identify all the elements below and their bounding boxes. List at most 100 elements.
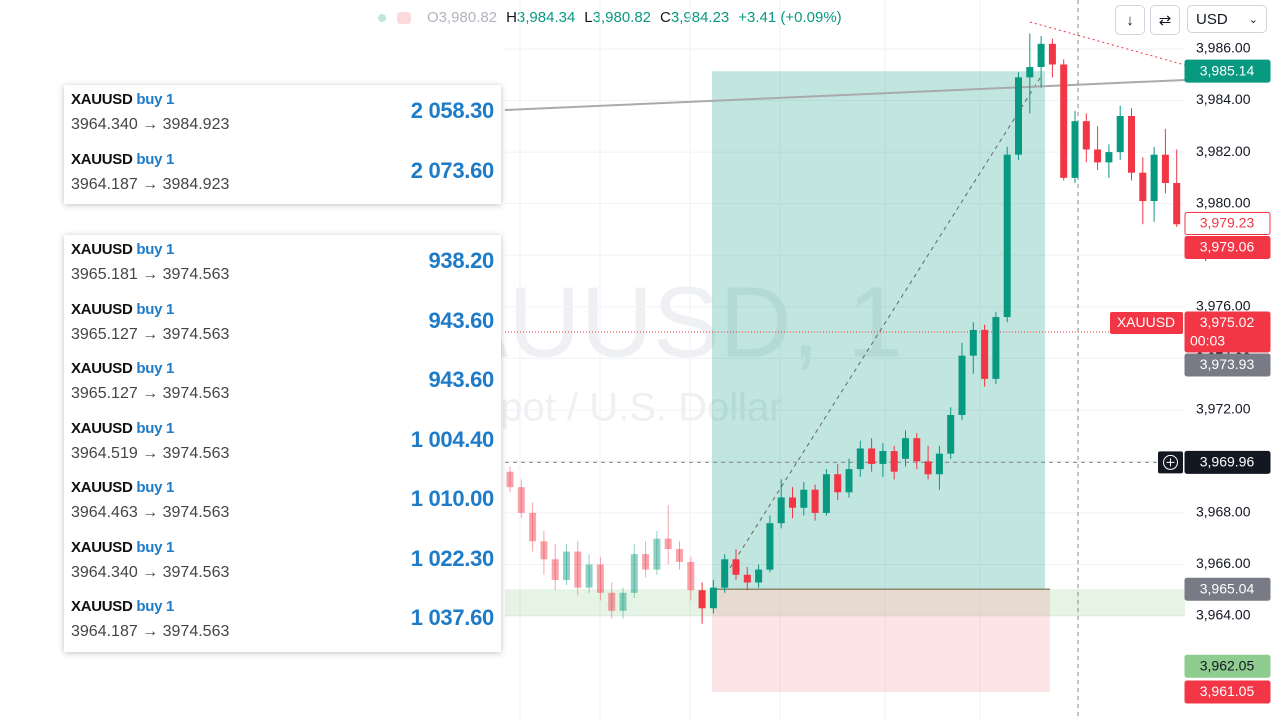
ohlc-value: 3,980.82: [593, 9, 651, 26]
candle-body: [1116, 116, 1124, 153]
trend-line: [504, 79, 1186, 111]
ohlc-value: 3,984.34: [517, 9, 575, 26]
candle-body: [1026, 67, 1034, 78]
price-tag-label: 3,969.96: [1200, 454, 1255, 470]
candle-body: [653, 538, 661, 570]
side: buy 1: [136, 150, 175, 168]
trade-route: 3965.127 → 3974.563: [71, 385, 230, 402]
candle-body: [529, 512, 537, 542]
candle-body: [1060, 64, 1068, 178]
side: buy 1: [136, 241, 175, 258]
price-tag: [1184, 654, 1271, 678]
candle-body: [743, 574, 751, 583]
price-tag: [1184, 311, 1271, 353]
ohlc-key: L: [584, 9, 592, 26]
download-button[interactable]: ↓: [1115, 5, 1145, 35]
candle-body: [1003, 154, 1011, 318]
price-tag-label: 3,985.14: [1200, 62, 1255, 78]
candle-body: [822, 474, 830, 513]
candle-body: [596, 564, 604, 593]
candle-body: [1094, 149, 1102, 163]
side: buy 1: [136, 419, 175, 437]
trade-route: 3964.187 → 3984.923: [71, 175, 230, 193]
candle-body: [1037, 43, 1045, 68]
price-tag-label: 3,973.93: [1200, 356, 1255, 372]
plus-icon: [1166, 458, 1175, 467]
green-band: [505, 589, 1185, 616]
trade-row: XAUUSD buy 1 3964.187 → 3984.923 2 073.6…: [64, 145, 501, 205]
trade-route: 3965.127 → 3974.563: [71, 325, 230, 343]
candle-body: [732, 559, 740, 575]
symbol: XAUUSD: [71, 598, 133, 615]
candle-body: [856, 448, 864, 470]
price-tag: [1184, 577, 1271, 601]
trade-row: XAUUSD buy 1 3965.181 → 3974.563 938.20: [64, 235, 501, 295]
currency-select[interactable]: USD ⌄: [1187, 5, 1267, 33]
price-tag: [1184, 235, 1271, 259]
currency: USD: [1196, 10, 1228, 28]
candle-body: [619, 592, 627, 611]
chevron: ⌄: [1248, 13, 1258, 26]
swap-button[interactable]: ⇄: [1150, 5, 1180, 35]
symbol: XAUUSD: [71, 91, 133, 108]
candle-body: [969, 329, 977, 356]
trade-card: XAUUSD buy 1 3965.181 → 3974.563 938.20 X…: [64, 235, 501, 652]
symbol: XAUUSD: [71, 479, 133, 496]
candle-body: [1105, 152, 1113, 163]
price-tag-label: 3,975.02: [1200, 314, 1255, 330]
candle-body: [958, 355, 966, 415]
symbol-tag-label: XAUUSD: [1117, 314, 1175, 330]
position-diagonal: [729, 74, 1043, 569]
candle-body: [902, 438, 909, 459]
candle-body: [1139, 172, 1147, 202]
candle-body: [630, 554, 638, 593]
status-dot: [378, 14, 386, 22]
profit-zone: [712, 71, 1045, 590]
candle-body: [1048, 43, 1056, 65]
price-change: +3.41 (+0.09%): [738, 9, 841, 26]
side: buy 1: [136, 300, 175, 318]
side: buy 1: [136, 598, 175, 615]
countdown: 00:03: [1190, 333, 1225, 349]
price-tag: [1184, 353, 1271, 377]
candle-body: [766, 523, 774, 570]
trade-row: XAUUSD buy 1 3965.127 → 3974.563 943.60: [64, 295, 501, 355]
y-tick-label: 3,976.00: [1196, 297, 1251, 313]
symbol: XAUUSD: [71, 360, 133, 377]
trade-profit: 1 022.30: [410, 545, 495, 571]
candle-body: [1161, 154, 1169, 184]
trade-profit: 1 004.40: [410, 426, 495, 452]
candle-body: [676, 548, 683, 562]
trade-title: XAUUSD buy 1: [71, 301, 174, 318]
trade-row: XAUUSD buy 1 3964.519 → 3974.563 1 004.4…: [64, 414, 501, 474]
y-tick-label: 3,986.00: [1196, 40, 1251, 56]
trade-row: XAUUSD buy 1 3964.340 → 3974.563 1 022.3…: [64, 533, 501, 593]
y-tick-label: 3,964.00: [1196, 607, 1251, 623]
price-tag: [1184, 211, 1271, 235]
trade-title: XAUUSD buy 1: [71, 360, 174, 377]
trade-profit: 1 037.60: [410, 605, 495, 630]
candle-body: [1082, 121, 1090, 150]
candle-body: [721, 559, 729, 588]
candle-body: [551, 559, 559, 580]
price-tag-label: 3,962.05: [1200, 657, 1255, 673]
ohlc-key: O: [427, 9, 439, 26]
price-tag-label: 3,961.05: [1200, 683, 1255, 699]
candle-body: [1173, 183, 1181, 225]
candle-body: [811, 489, 819, 513]
candle-body: [935, 453, 943, 475]
price-tag-label: 3,979.23: [1200, 215, 1255, 231]
y-tick-label: 3,966.00: [1196, 555, 1251, 571]
trade-row: XAUUSD buy 1 3964.187 → 3974.563 1 037.6…: [64, 592, 501, 652]
trade-profit: 2 058.30: [410, 98, 495, 123]
ohlc-value: 3,980.82: [439, 9, 497, 26]
price-tag: [1184, 59, 1271, 83]
side: buy 1: [136, 360, 175, 377]
side: buy 1: [136, 91, 175, 108]
candle-body: [574, 551, 582, 588]
trade-profit: 943.60: [428, 367, 495, 392]
candle-body: [1071, 121, 1079, 178]
ohlc-key: C: [660, 9, 671, 26]
candle-body: [608, 592, 616, 611]
